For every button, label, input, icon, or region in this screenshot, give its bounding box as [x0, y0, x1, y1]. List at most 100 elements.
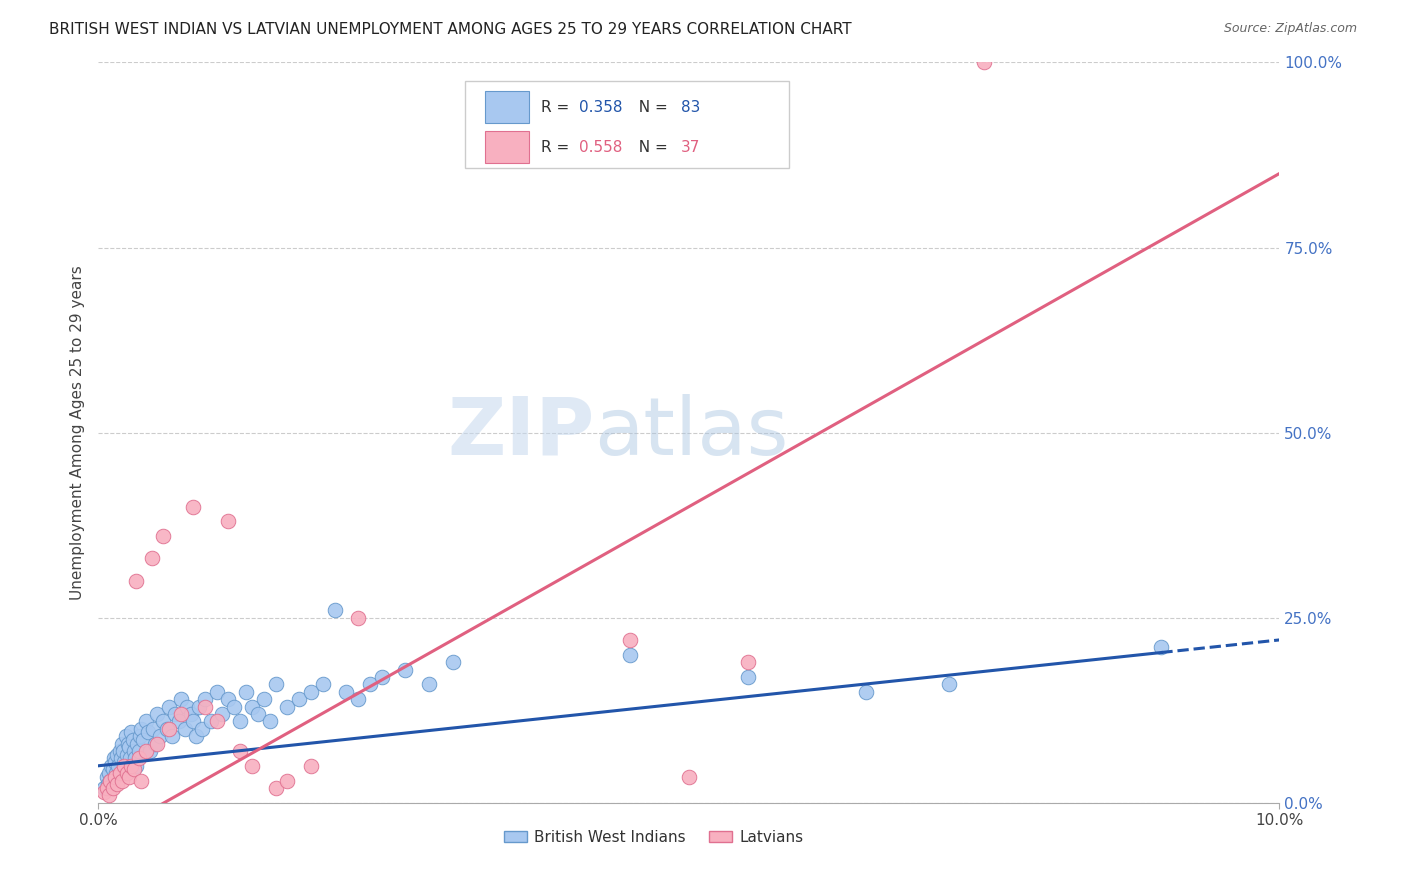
Point: [217, 515, 239, 529]
Point: [128, 751, 150, 765]
Point: [121, 725, 143, 739]
Text: 37: 37: [681, 139, 700, 154]
Point: [160, 729, 183, 743]
Point: [973, 55, 995, 70]
Point: [276, 699, 298, 714]
Point: [299, 758, 322, 772]
Point: [98, 766, 121, 780]
Point: [110, 751, 132, 765]
Point: [103, 751, 125, 765]
Point: [186, 729, 208, 743]
Legend: British West Indians, Latvians: British West Indians, Latvians: [498, 823, 810, 851]
Point: [359, 677, 381, 691]
Point: [737, 655, 759, 669]
Point: [118, 740, 141, 755]
Text: N =: N =: [628, 100, 672, 114]
Text: 0.558: 0.558: [579, 139, 623, 154]
Point: [229, 714, 252, 729]
Point: [187, 699, 209, 714]
Point: [156, 722, 179, 736]
Point: [104, 755, 127, 769]
Point: [107, 758, 129, 772]
Point: [347, 692, 370, 706]
Point: [115, 747, 138, 762]
Point: [299, 685, 322, 699]
Point: [105, 766, 128, 780]
Point: [142, 722, 165, 736]
Point: [112, 758, 135, 772]
Point: [194, 699, 217, 714]
Text: Source: ZipAtlas.com: Source: ZipAtlas.com: [1223, 22, 1357, 36]
Point: [157, 699, 180, 714]
Point: [136, 725, 159, 739]
Point: [96, 770, 118, 784]
Point: [114, 729, 136, 743]
Point: [347, 610, 370, 624]
Point: [200, 714, 222, 729]
FancyBboxPatch shape: [485, 131, 530, 162]
Text: R =: R =: [541, 139, 575, 154]
Point: [125, 758, 148, 772]
Point: [394, 663, 416, 677]
Point: [246, 706, 269, 721]
Point: [323, 603, 346, 617]
Point: [98, 773, 121, 788]
Point: [152, 714, 174, 729]
Point: [180, 706, 202, 721]
Point: [157, 722, 180, 736]
Point: [98, 773, 121, 788]
Point: [240, 699, 263, 714]
Point: [127, 737, 149, 751]
Point: [181, 714, 204, 729]
Point: [96, 780, 118, 795]
Point: [165, 706, 187, 721]
Point: [371, 670, 394, 684]
Point: [205, 714, 228, 729]
Point: [737, 670, 759, 684]
Point: [191, 722, 214, 736]
Point: [418, 677, 440, 691]
Point: [149, 729, 172, 743]
Point: [101, 780, 124, 795]
Point: [259, 714, 281, 729]
Point: [118, 770, 141, 784]
Point: [264, 780, 287, 795]
Point: [111, 773, 134, 788]
Point: [100, 758, 122, 772]
Point: [93, 785, 115, 799]
Point: [129, 773, 152, 788]
Point: [112, 755, 135, 769]
Point: [108, 744, 131, 758]
Point: [139, 744, 162, 758]
Point: [97, 777, 120, 791]
Point: [93, 780, 115, 795]
Point: [128, 744, 150, 758]
Point: [181, 500, 204, 514]
Point: [1150, 640, 1173, 655]
Point: [211, 706, 233, 721]
Text: R =: R =: [541, 100, 575, 114]
Point: [105, 747, 128, 762]
Point: [938, 677, 960, 691]
Point: [619, 648, 641, 662]
Point: [117, 737, 139, 751]
Point: [141, 551, 163, 566]
Point: [129, 722, 152, 736]
Point: [146, 737, 169, 751]
Point: [115, 766, 138, 780]
Point: [101, 763, 124, 777]
Point: [125, 574, 148, 588]
Point: [335, 685, 357, 699]
Point: [124, 751, 146, 765]
Point: [441, 655, 464, 669]
Point: [229, 744, 252, 758]
Point: [128, 729, 150, 743]
Point: [152, 529, 174, 543]
Point: [98, 789, 121, 803]
Point: [217, 692, 239, 706]
Point: [240, 758, 263, 772]
FancyBboxPatch shape: [464, 81, 789, 169]
Point: [194, 692, 217, 706]
Point: [235, 685, 257, 699]
Point: [112, 744, 135, 758]
